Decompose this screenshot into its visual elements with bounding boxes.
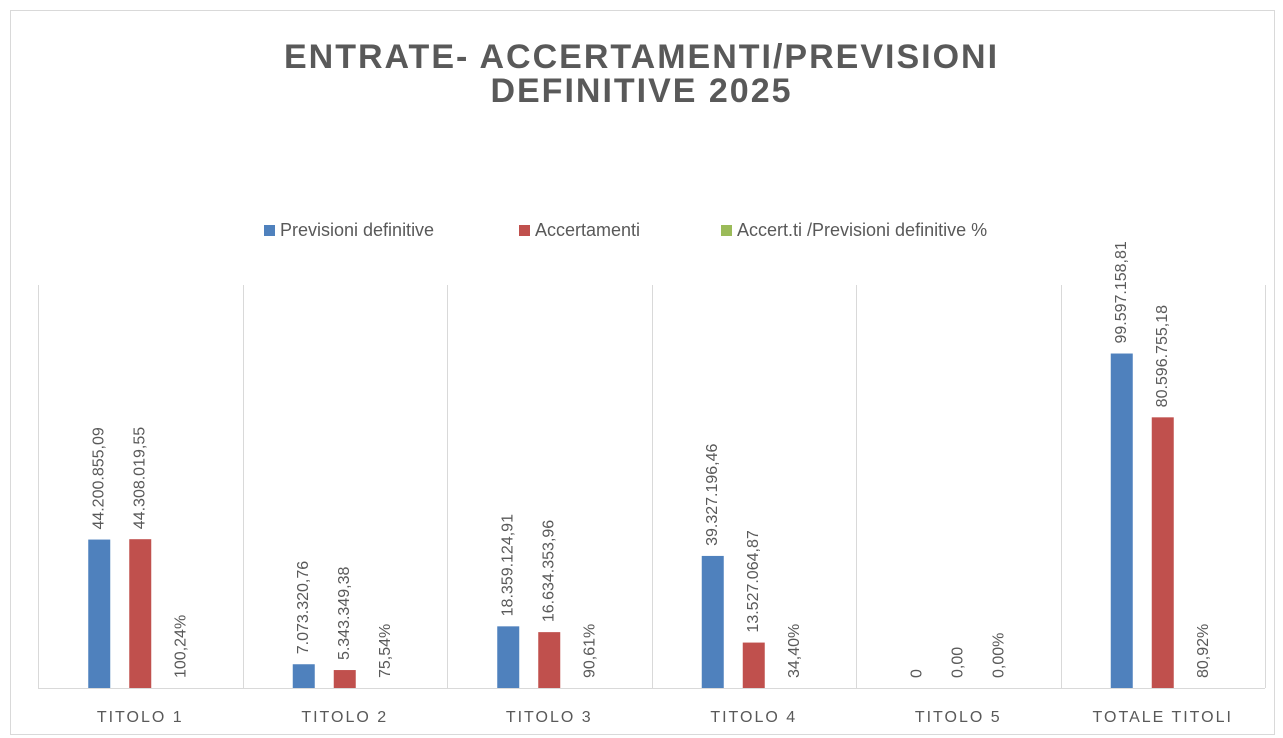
data-label: 0,00 — [949, 647, 966, 678]
bar — [1151, 417, 1174, 688]
legend-swatch — [721, 225, 732, 236]
data-label: 80,92% — [1195, 624, 1212, 678]
data-label: 75,54% — [377, 624, 394, 678]
data-label: 80.596.755,18 — [1154, 305, 1171, 407]
legend-label: Previsioni definitive — [280, 220, 434, 240]
bar — [1110, 353, 1133, 688]
x-tick-label: TITOLO 1 — [97, 709, 184, 726]
data-label: 44.200.855,09 — [90, 427, 107, 529]
legend-label: Accertamenti — [535, 220, 640, 240]
bar — [742, 642, 765, 688]
data-label: 0,00% — [990, 633, 1007, 678]
data-label: 100,24% — [172, 615, 189, 678]
bar — [701, 555, 724, 688]
bar — [129, 539, 152, 688]
data-label: 18.359.124,91 — [499, 514, 516, 616]
data-label: 44.308.019,55 — [131, 427, 148, 529]
bar — [538, 632, 561, 688]
x-tick-label: TITOLO 2 — [301, 709, 388, 726]
data-label: 34,40% — [786, 624, 803, 678]
chart-title: ENTRATE- ACCERTAMENTI/PREVISIONI DEFINIT… — [283, 38, 1000, 110]
x-tick-label: TITOLO 4 — [710, 709, 797, 726]
data-label: 13.527.064,87 — [745, 530, 762, 632]
data-label: 16.634.353,96 — [540, 520, 557, 622]
data-label: 0 — [908, 669, 925, 678]
data-label: 39.327.196,46 — [704, 444, 721, 546]
bar — [333, 670, 356, 688]
chart-border — [10, 10, 1275, 735]
x-tick-label: TITOLO 3 — [506, 709, 593, 726]
legend-swatch — [519, 225, 530, 236]
data-label: 7.073.320,76 — [295, 561, 312, 655]
data-label: 99.597.158,81 — [1113, 241, 1130, 343]
legend-swatch — [264, 225, 275, 236]
x-tick-label: TITOLO 5 — [915, 709, 1002, 726]
x-tick-label: TOTALE TITOLI — [1093, 709, 1233, 726]
data-label: 5.343.349,38 — [336, 567, 353, 661]
data-label: 90,61% — [581, 624, 598, 678]
legend-label: Accert.ti /Previsioni definitive % — [737, 220, 987, 240]
bar — [292, 664, 315, 688]
bar — [88, 539, 111, 688]
bar — [497, 626, 520, 688]
